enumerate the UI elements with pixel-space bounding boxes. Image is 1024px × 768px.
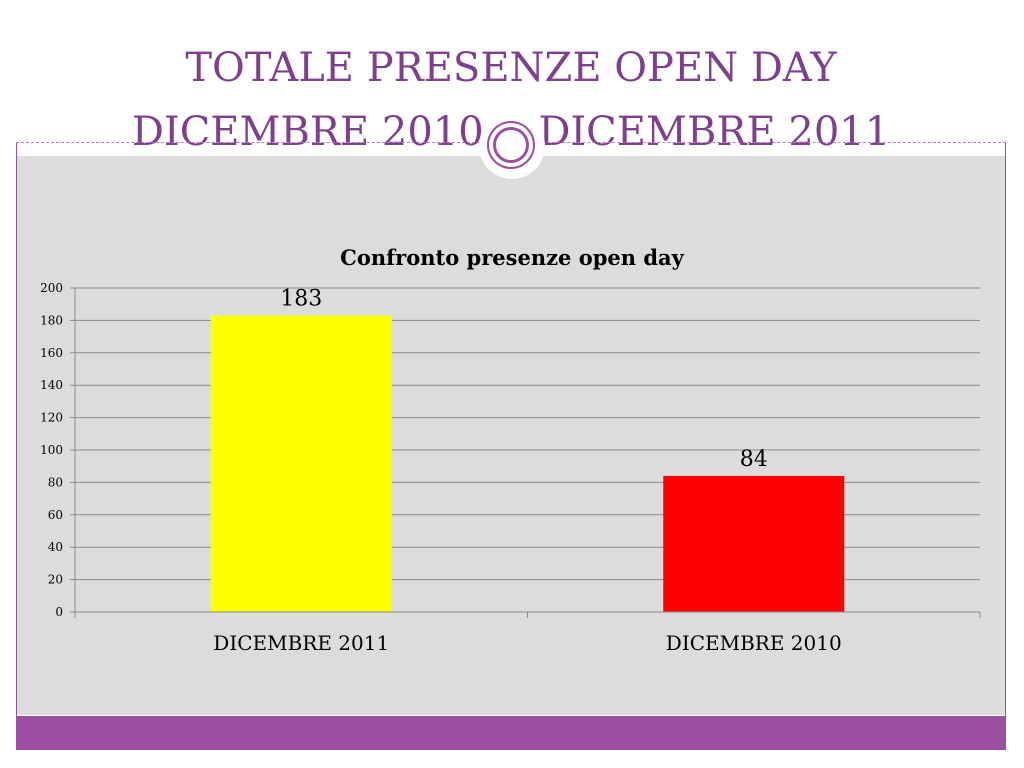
bar-2 — [663, 475, 845, 612]
y-tick-label: 160 — [40, 346, 63, 360]
y-tick-label: 100 — [40, 443, 63, 457]
chart-labels: 0 20 40 60 80 100 120 140 160 180 200 183 DICEMBRE 2… — [40, 281, 842, 655]
y-tick-label: 120 — [40, 411, 63, 425]
data-label-2: 84 — [740, 447, 768, 472]
decorative-circle-ring-outer — [487, 121, 535, 169]
y-tick-label: 180 — [40, 313, 63, 327]
y-tick-label: 80 — [48, 475, 63, 489]
slide-title-line1: TOTALE PRESENZE OPEN DAY — [185, 45, 837, 91]
y-tick-label: 40 — [48, 540, 63, 554]
content-area — [17, 156, 1005, 715]
chart-title: Confronto presenze open day — [340, 245, 684, 270]
footer-bar — [16, 716, 1006, 750]
chart-axes — [70, 287, 981, 618]
y-tick-label: 200 — [40, 281, 63, 295]
y-tick-label: 20 — [48, 573, 63, 587]
y-tick-label: 140 — [40, 378, 63, 392]
category-label-2: DICEMBRE 2010 — [666, 631, 842, 655]
y-tick-label: 0 — [55, 605, 63, 619]
y-tick-label: 60 — [48, 508, 63, 522]
decorative-circle-ring-inner — [493, 127, 529, 163]
data-label-1: 183 — [280, 287, 322, 312]
bar-1 — [210, 315, 392, 612]
category-label-1: DICEMBRE 2011 — [213, 631, 389, 655]
chart-bars — [210, 315, 845, 612]
